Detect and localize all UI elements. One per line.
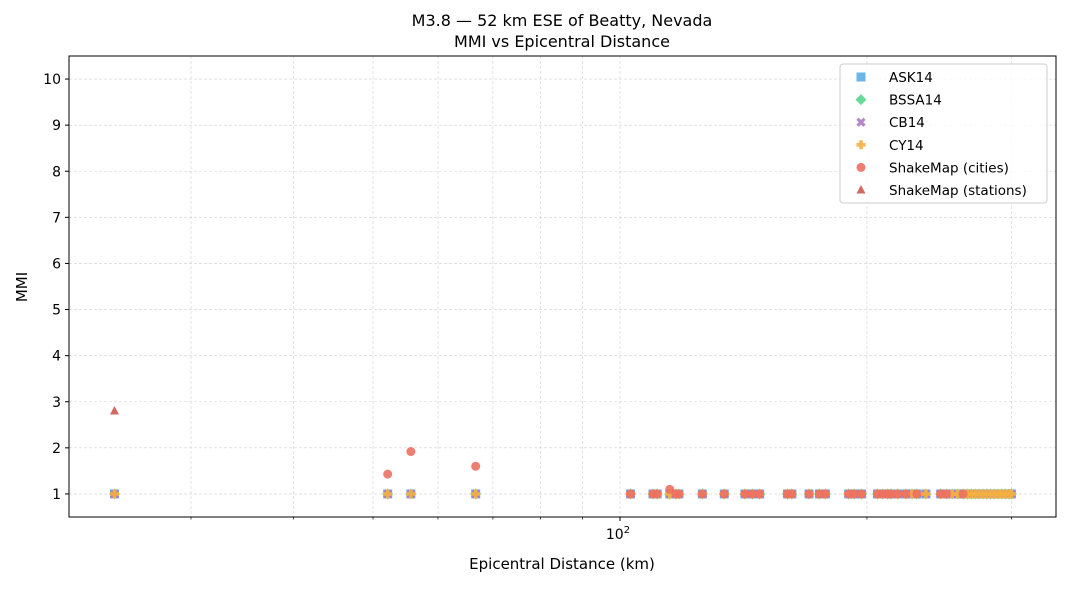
- y-tick-label: 9: [52, 118, 61, 134]
- point-shakemap-cities: [886, 489, 896, 499]
- legend-marker-cb14-icon: [856, 117, 866, 127]
- legend-marker-shakemap-stations-icon: [856, 185, 866, 194]
- y-tick-label: 10: [43, 72, 61, 88]
- legend-label-cy14: CY14: [889, 138, 924, 154]
- legend-label-bssa14: BSSA14: [889, 93, 942, 109]
- point-shakemap-cities: [747, 489, 757, 499]
- legend-label-shakemap-stations: ShakeMap (stations): [889, 183, 1027, 199]
- data-marks: [108, 405, 1017, 500]
- y-tick-label: 7: [52, 210, 61, 226]
- y-tick-label: 6: [52, 256, 61, 272]
- point-shakemap-cities: [740, 489, 750, 499]
- x-tick-label-base: 10: [606, 527, 624, 543]
- y-tick-label: 1: [52, 487, 61, 503]
- point-shakemap-cities: [820, 489, 830, 499]
- point-shakemap-cities: [804, 489, 814, 499]
- chart-subtitle: MMI vs Epicentral Distance: [454, 32, 670, 51]
- point-shakemap-cities: [901, 489, 911, 499]
- point-shakemap-cities: [471, 461, 481, 471]
- x-tick-label: 102: [606, 525, 630, 543]
- point-shakemap-cities: [665, 484, 675, 494]
- point-shakemap-stations: [109, 405, 119, 415]
- y-tick-label: 3: [52, 395, 61, 411]
- legend-marker-bssa14-icon: [855, 94, 867, 106]
- point-shakemap-cities: [697, 489, 707, 499]
- point-shakemap-cities: [849, 489, 859, 499]
- legend-marker-shakemap-cities-icon: [856, 162, 866, 172]
- plot-frame: [68, 55, 1057, 518]
- chart-title: M3.8 — 52 km ESE of Beatty, Nevada: [412, 11, 713, 30]
- point-shakemap-cities: [719, 489, 729, 499]
- point-shakemap-cities: [787, 489, 797, 499]
- legend-label-shakemap-cities: ShakeMap (cities): [889, 160, 1009, 176]
- point-cy14: [109, 489, 119, 499]
- point-shakemap-cities: [912, 489, 922, 499]
- point-cy14: [406, 489, 416, 499]
- point-shakemap-cities: [857, 489, 867, 499]
- legend-marker-ask14-icon: [856, 72, 866, 82]
- point-shakemap-cities: [652, 489, 662, 499]
- point-shakemap-cities: [383, 469, 393, 479]
- x-axis-label: Epicentral Distance (km): [469, 555, 655, 573]
- y-tick-label: 2: [52, 441, 61, 457]
- point-shakemap-cities: [626, 489, 636, 499]
- point-shakemap-cities: [958, 489, 968, 499]
- legend-label-ask14: ASK14: [889, 70, 933, 86]
- point-shakemap-cities: [674, 489, 684, 499]
- x-tick-label-exponent: 2: [624, 525, 630, 536]
- legend-marker-cy14-icon: [856, 140, 866, 150]
- point-cy14: [383, 489, 393, 499]
- point-shakemap-cities: [406, 447, 416, 457]
- legend-label-cb14: CB14: [889, 115, 925, 131]
- point-cy14: [1006, 489, 1016, 499]
- y-tick-label: 5: [52, 303, 61, 319]
- legend-box: [839, 63, 1048, 204]
- y-axis-label: MMI: [13, 272, 31, 302]
- point-shakemap-cities: [941, 489, 951, 499]
- legend: ASK14 BSSA14 CB14 CY14 ShakeMap (cities) Shak…: [839, 63, 1048, 204]
- point-cy14: [471, 489, 481, 499]
- point-cy14: [921, 489, 931, 499]
- y-tick-label: 4: [52, 349, 61, 365]
- point-shakemap-cities: [893, 489, 903, 499]
- y-tick-label: 8: [52, 164, 61, 180]
- point-shakemap-cities: [755, 489, 765, 499]
